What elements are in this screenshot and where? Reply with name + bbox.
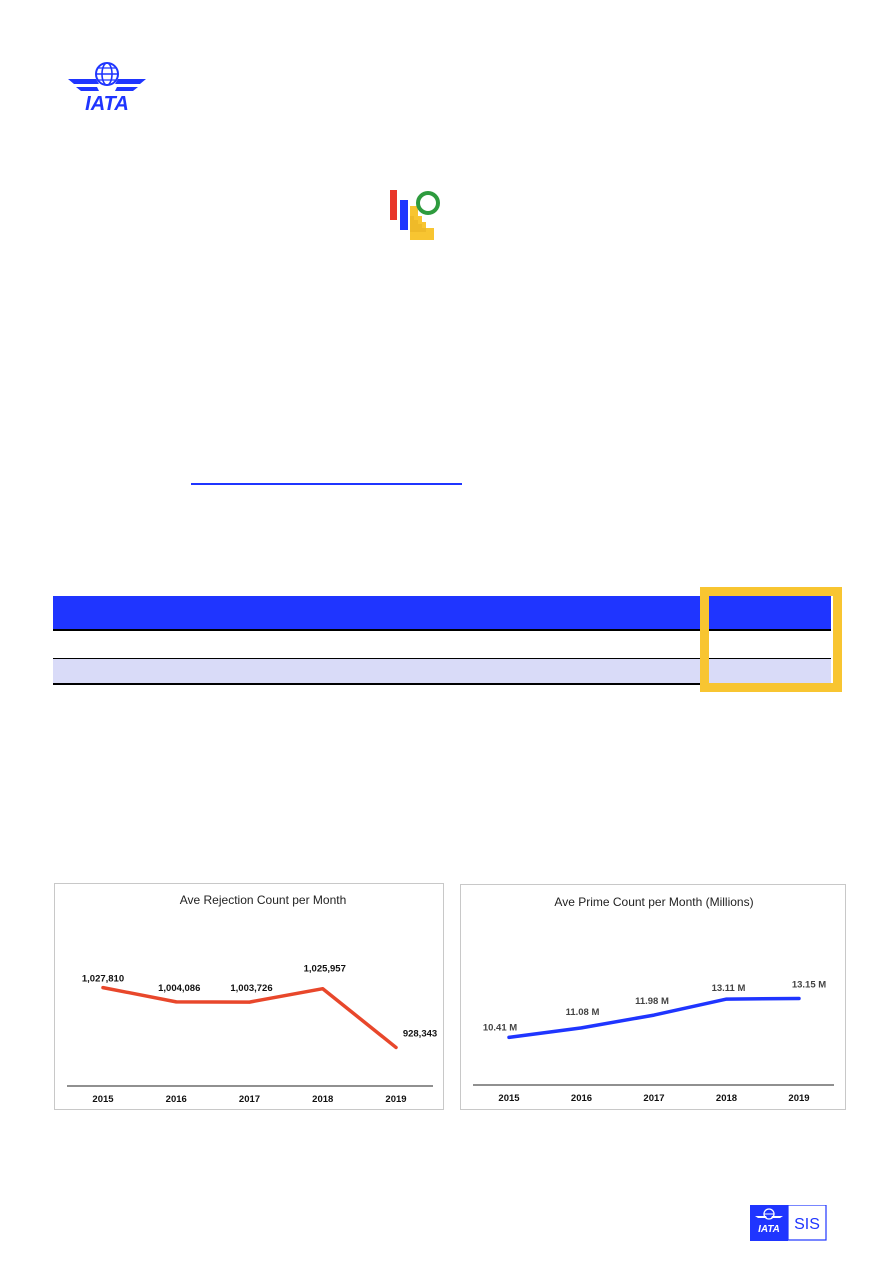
data-point xyxy=(797,997,801,1001)
x-tick-label: 2015 xyxy=(92,1094,114,1105)
x-tick-label: 2016 xyxy=(166,1094,187,1105)
data-label: 13.15 M xyxy=(792,980,826,991)
data-label: 928,343 xyxy=(403,1028,437,1039)
prime-chart-svg: Ave Prime Count per Month (Millions) 10.… xyxy=(473,895,834,1104)
data-point xyxy=(507,1035,511,1039)
sis-logo-text: SIS xyxy=(794,1216,820,1233)
data-point xyxy=(321,987,325,991)
rejection-chart: Ave Rejection Count per Month 1,027,810 2… xyxy=(54,883,444,1110)
data-label: 1,025,957 xyxy=(304,964,346,975)
sis-logo: IATA SIS xyxy=(750,1204,827,1241)
data-label: 1,003,726 xyxy=(230,983,272,994)
prime-chart: Ave Prime Count per Month (Millions) 10.… xyxy=(460,884,846,1110)
data-point xyxy=(394,1045,398,1049)
iata-logo: IATA xyxy=(66,62,148,115)
rejection-chart-svg: Ave Rejection Count per Month 1,027,810 2… xyxy=(67,893,437,1105)
data-label: 11.08 M xyxy=(566,1007,600,1018)
chart-title: Ave Prime Count per Month (Millions) xyxy=(554,895,753,909)
x-tick-label: 2018 xyxy=(312,1094,333,1105)
data-point xyxy=(725,997,728,1001)
x-tick-label: 2019 xyxy=(788,1093,809,1104)
x-tick-label: 2017 xyxy=(643,1093,664,1104)
chart-title: Ave Rejection Count per Month xyxy=(180,893,347,907)
data-point xyxy=(101,986,105,990)
data-point xyxy=(652,1013,656,1017)
data-label: 1,027,810 xyxy=(82,974,124,985)
link-underline[interactable] xyxy=(191,483,462,485)
bars-and-ring-icon xyxy=(388,186,444,242)
data-label: 10.41 M xyxy=(483,1022,517,1033)
sis-logo-iata-text: IATA xyxy=(758,1224,780,1235)
iata-logo-text: IATA xyxy=(85,93,129,114)
data-point xyxy=(580,1026,583,1030)
data-label: 1,004,086 xyxy=(158,983,200,994)
x-tick-label: 2015 xyxy=(498,1093,520,1104)
data-point xyxy=(174,1000,178,1004)
x-tick-label: 2019 xyxy=(385,1094,406,1105)
column-highlight-box xyxy=(700,587,842,692)
data-label: 11.98 M xyxy=(635,996,669,1007)
x-tick-label: 2017 xyxy=(239,1094,260,1105)
data-point xyxy=(248,1000,251,1004)
data-label: 13.11 M xyxy=(712,983,746,994)
series-line xyxy=(101,985,398,1050)
x-tick-label: 2018 xyxy=(716,1093,737,1104)
x-tick-label: 2016 xyxy=(571,1093,592,1104)
